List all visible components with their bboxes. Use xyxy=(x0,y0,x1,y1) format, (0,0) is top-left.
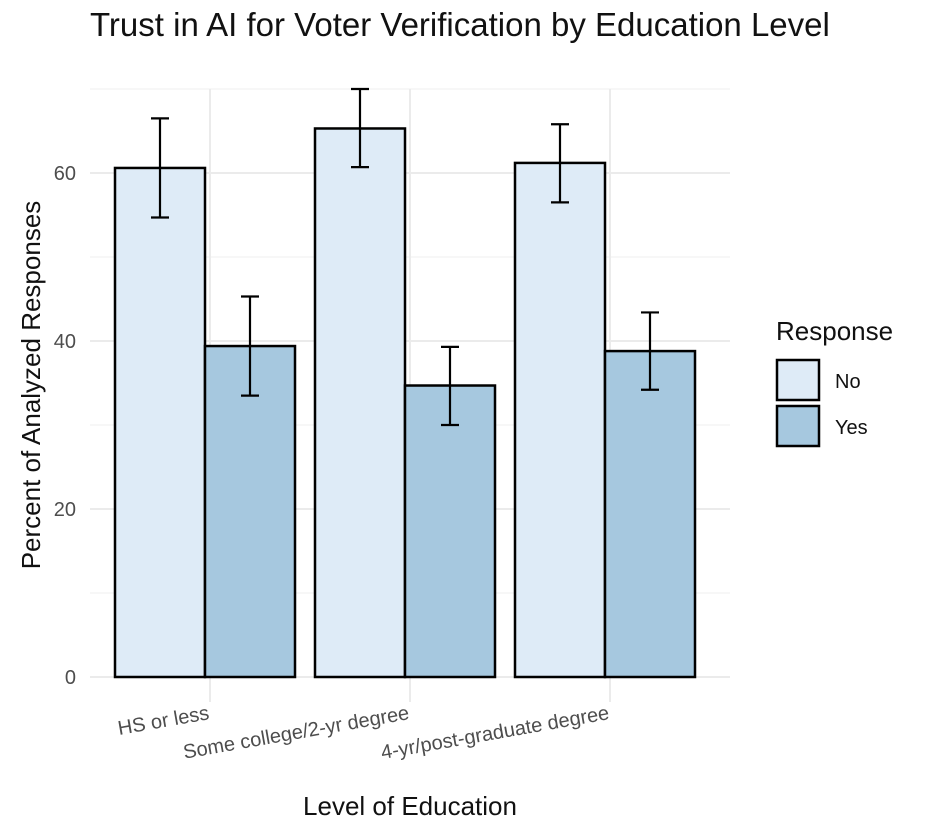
bar-no xyxy=(513,161,607,679)
legend-label: No xyxy=(835,371,861,393)
y-tick-label: 40 xyxy=(54,331,76,353)
legend-key-yes xyxy=(775,404,821,448)
y-tick-label: 0 xyxy=(65,667,76,689)
y-tick-label: 60 xyxy=(54,163,76,185)
x-tick-label: 4-yr/post-graduate degree xyxy=(379,702,611,764)
bar-yes xyxy=(203,344,297,679)
legend-key-no xyxy=(775,358,821,402)
x-axis-title: Level of Education xyxy=(303,791,517,821)
bar-no xyxy=(113,166,207,679)
bars xyxy=(113,127,697,679)
bar-no xyxy=(313,127,407,679)
x-tick-label: HS or less xyxy=(116,702,211,740)
x-tick-label: Some college/2-yr degree xyxy=(182,702,411,763)
legend: Response No Yes xyxy=(775,316,893,448)
chart-title: Trust in AI for Voter Verification by Ed… xyxy=(90,6,830,43)
y-axis-title: Percent of Analyzed Responses xyxy=(16,201,46,570)
bar-yes xyxy=(603,349,697,679)
legend-label: Yes xyxy=(835,417,868,439)
y-tick-label: 20 xyxy=(54,499,76,521)
bar-yes xyxy=(403,384,497,679)
legend-title: Response xyxy=(776,316,893,346)
y-axis-ticks: 0 20 40 60 xyxy=(54,163,76,689)
error-bars xyxy=(151,87,659,427)
